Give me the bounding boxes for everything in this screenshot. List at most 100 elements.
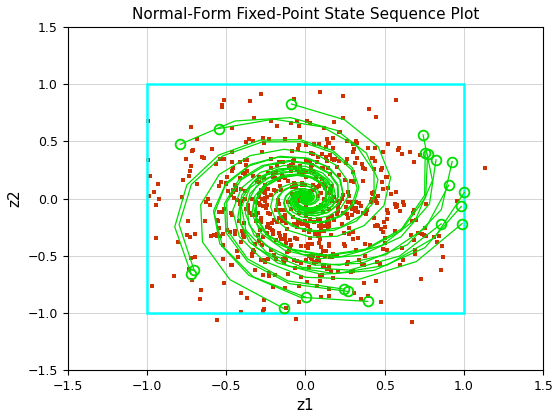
Point bbox=[228, 164, 237, 171]
Point bbox=[411, 251, 420, 258]
Point bbox=[226, 210, 235, 216]
Point bbox=[297, 220, 306, 227]
Point bbox=[290, 164, 299, 171]
Point bbox=[315, 239, 324, 246]
Point bbox=[262, 204, 270, 211]
Point bbox=[284, 163, 293, 169]
Point bbox=[321, 252, 330, 259]
Point bbox=[188, 277, 197, 284]
Point bbox=[339, 229, 348, 236]
Point bbox=[348, 236, 357, 243]
Point bbox=[324, 218, 333, 225]
Point bbox=[353, 155, 362, 161]
Point bbox=[346, 199, 355, 206]
Point bbox=[289, 220, 298, 227]
Point bbox=[239, 170, 248, 176]
Point bbox=[257, 90, 266, 97]
Point bbox=[291, 183, 300, 190]
Point bbox=[354, 257, 363, 263]
Point bbox=[302, 117, 311, 124]
Point bbox=[290, 191, 299, 197]
Point bbox=[227, 149, 236, 155]
Point bbox=[395, 145, 404, 152]
Point bbox=[245, 210, 254, 216]
Point bbox=[315, 218, 324, 225]
Point bbox=[370, 197, 379, 204]
Point bbox=[353, 235, 362, 242]
Point bbox=[188, 146, 197, 153]
Point bbox=[197, 286, 206, 293]
Point bbox=[244, 206, 253, 213]
Point bbox=[289, 160, 298, 167]
Point bbox=[331, 156, 340, 163]
Y-axis label: z2: z2 bbox=[7, 190, 22, 207]
Point bbox=[242, 162, 251, 168]
Point bbox=[297, 180, 306, 186]
Point bbox=[260, 190, 269, 197]
Point bbox=[350, 145, 359, 152]
Point bbox=[259, 135, 268, 142]
Point bbox=[338, 192, 347, 198]
Point bbox=[265, 270, 274, 277]
Point bbox=[348, 228, 357, 235]
Point bbox=[186, 123, 195, 130]
Point bbox=[256, 201, 265, 208]
Point bbox=[324, 286, 333, 292]
Point bbox=[397, 245, 406, 252]
Point bbox=[408, 318, 417, 325]
Point bbox=[293, 146, 302, 153]
Point bbox=[312, 283, 321, 289]
Point bbox=[293, 118, 302, 125]
Point bbox=[255, 227, 264, 234]
Point bbox=[358, 160, 367, 167]
Point bbox=[319, 223, 328, 230]
Point bbox=[305, 120, 314, 127]
Point bbox=[188, 148, 197, 155]
Point bbox=[218, 104, 227, 111]
Point bbox=[256, 186, 265, 193]
Point bbox=[395, 261, 404, 268]
Point bbox=[359, 210, 368, 216]
Point bbox=[293, 190, 302, 197]
Point bbox=[348, 149, 357, 156]
Point bbox=[301, 157, 310, 163]
Point bbox=[316, 278, 325, 284]
Point bbox=[256, 218, 265, 225]
Point bbox=[368, 189, 377, 196]
Point bbox=[268, 227, 277, 234]
Point bbox=[287, 147, 296, 154]
Point bbox=[349, 289, 358, 296]
Point bbox=[315, 233, 324, 240]
Point bbox=[248, 253, 257, 260]
Point bbox=[354, 208, 363, 215]
Point bbox=[329, 193, 338, 200]
Point bbox=[325, 223, 334, 230]
Point bbox=[290, 179, 298, 186]
Point bbox=[383, 215, 392, 222]
Point bbox=[381, 173, 390, 180]
Point bbox=[306, 163, 315, 170]
Point bbox=[290, 257, 298, 264]
Point bbox=[421, 225, 430, 231]
Point bbox=[328, 182, 337, 189]
Point bbox=[259, 306, 268, 313]
Point bbox=[273, 218, 282, 225]
Point bbox=[370, 189, 379, 195]
Point bbox=[306, 215, 315, 222]
Point bbox=[394, 146, 403, 153]
Point bbox=[264, 221, 273, 228]
Point bbox=[214, 218, 223, 224]
Point bbox=[329, 251, 338, 257]
Point bbox=[329, 217, 338, 223]
Point bbox=[147, 283, 156, 289]
Point bbox=[343, 138, 352, 145]
Point bbox=[480, 165, 489, 172]
Point bbox=[379, 246, 388, 252]
Point bbox=[276, 207, 285, 213]
Point bbox=[281, 215, 290, 222]
Point bbox=[370, 165, 379, 172]
Point bbox=[329, 157, 338, 163]
Point bbox=[219, 206, 228, 213]
Point bbox=[306, 168, 315, 175]
Point bbox=[438, 242, 447, 249]
